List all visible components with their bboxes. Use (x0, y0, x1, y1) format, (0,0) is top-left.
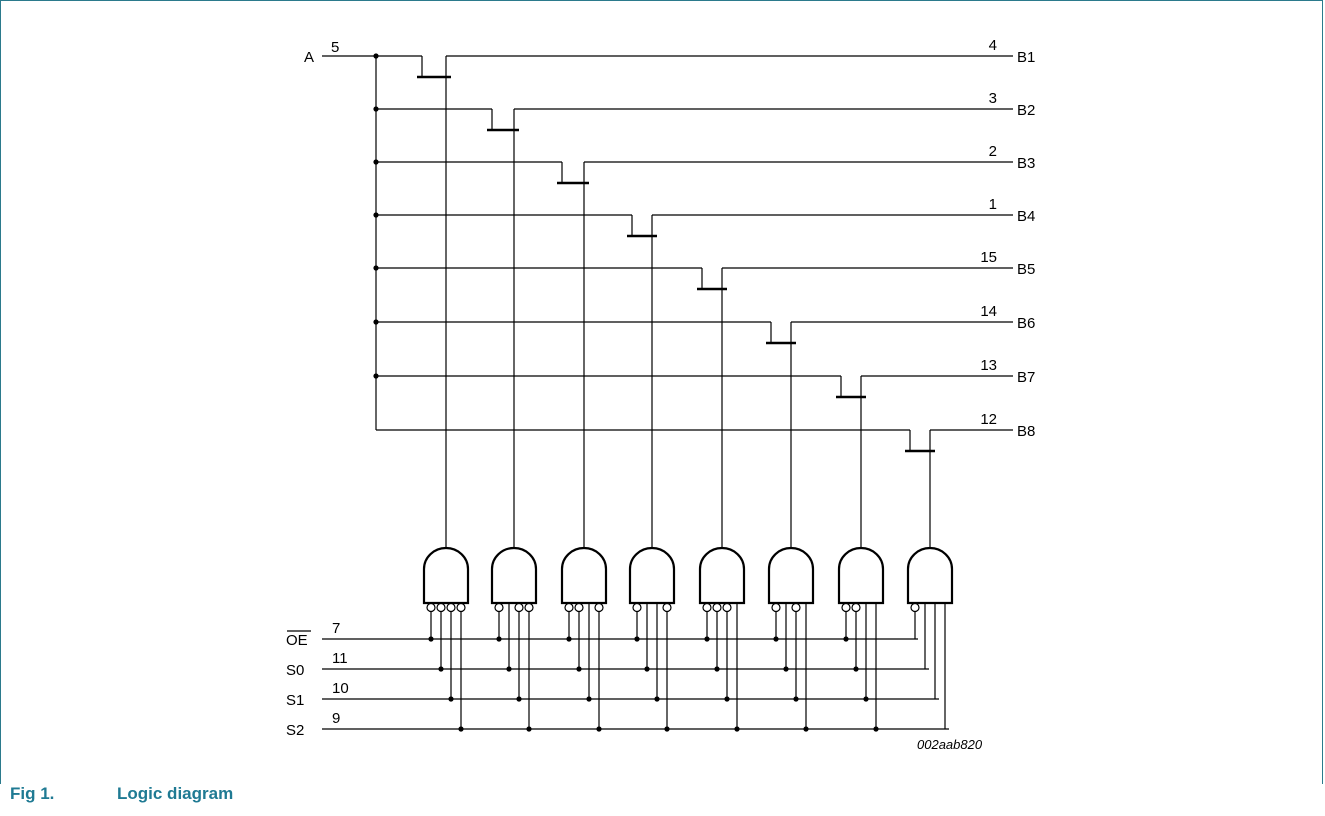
input-a-label: A (304, 49, 314, 66)
control-junction-5-4 (734, 726, 740, 732)
inversion-bubble-5-2 (712, 602, 722, 613)
output-label-b1: B1 (1017, 49, 1035, 66)
bus-junction-3 (373, 159, 379, 165)
and-gate-3 (560, 546, 608, 605)
output-pin-b8: 12 (980, 411, 997, 428)
inversion-bubble-3-1 (564, 602, 574, 613)
output-pin-b6: 14 (980, 303, 997, 320)
control-pin-oe: 7 (332, 620, 340, 637)
output-label-b4: B4 (1017, 208, 1035, 225)
and-gate-8 (906, 546, 954, 605)
control-junction-4-3 (654, 696, 660, 702)
control-junction-2-4 (526, 726, 532, 732)
inversion-bubble-7-1 (841, 602, 851, 613)
and-gate-2 (490, 546, 538, 605)
control-junction-4-2 (644, 666, 650, 672)
control-junction-1-3 (448, 696, 454, 702)
and-gate-7 (837, 546, 885, 605)
figure-title: Logic diagram (117, 784, 234, 803)
inversion-bubble-1-2 (436, 602, 446, 613)
inversion-bubble-4-1 (632, 602, 642, 613)
output-label-b3: B3 (1017, 155, 1035, 172)
inversion-bubble-1-3 (446, 602, 456, 613)
control-junction-1-2 (438, 666, 444, 672)
inversion-bubble-2-1 (494, 602, 504, 613)
control-label-oe: OE (286, 632, 308, 649)
control-junction-7-4 (873, 726, 879, 732)
control-junction-3-3 (586, 696, 592, 702)
inversion-bubble-7-2 (851, 602, 861, 613)
logic-diagram: B1 4 B2 3 B3 2 B4 1 B5 15 B6 14 B7 13 B8 12 OE 7 S0 11 S1 10 S… (286, 37, 1035, 752)
inversion-bubble-2-3 (514, 602, 524, 613)
output-pin-b5: 15 (980, 249, 997, 266)
control-pin-s1: 10 (332, 680, 349, 697)
bus-junction-1 (373, 53, 379, 59)
bus-junction-5 (373, 265, 379, 271)
bus-junction-7 (373, 373, 379, 379)
output-label-b5: B5 (1017, 261, 1035, 278)
control-junction-4-1 (634, 636, 640, 642)
control-junction-1-1 (428, 636, 434, 642)
inversion-bubble-6-3 (791, 602, 801, 613)
output-label-b2: B2 (1017, 102, 1035, 119)
wires (322, 53, 1013, 732)
diagram-code: 002aab820 (917, 737, 983, 752)
inversion-bubble-3-4 (594, 602, 604, 613)
control-label-s2: S2 (286, 722, 304, 739)
control-junction-7-1 (843, 636, 849, 642)
switches (417, 75, 935, 453)
output-pin-b1: 4 (989, 37, 997, 54)
control-label-s1: S1 (286, 692, 304, 709)
and-gate-1 (422, 546, 470, 605)
inversion-bubble-2-4 (524, 602, 534, 613)
output-label-b6: B6 (1017, 315, 1035, 332)
control-pin-s2: 9 (332, 710, 340, 727)
labels: B1 4 B2 3 B3 2 B4 1 B5 15 B6 14 B7 13 B8 12 OE 7 S0 11 S1 10 S… (286, 37, 1035, 739)
inversion-bubble-5-3 (722, 602, 732, 613)
control-junction-4-4 (664, 726, 670, 732)
output-label-b7: B7 (1017, 369, 1035, 386)
inversion-bubble-1-1 (426, 602, 436, 613)
control-junction-3-2 (576, 666, 582, 672)
control-junction-3-1 (566, 636, 572, 642)
control-junction-2-2 (506, 666, 512, 672)
control-junction-1-4 (458, 726, 464, 732)
output-pin-b4: 1 (989, 196, 997, 213)
control-junction-5-1 (704, 636, 710, 642)
control-junction-6-2 (783, 666, 789, 672)
inversion-bubble-4-4 (662, 602, 672, 613)
and-gate-4 (628, 546, 676, 605)
inversion-bubble-3-2 (574, 602, 584, 613)
control-junction-7-3 (863, 696, 869, 702)
control-label-s0: S0 (286, 662, 304, 679)
bus-junction-6 (373, 319, 379, 325)
control-junction-5-2 (714, 666, 720, 672)
figure-frame (0, 0, 1323, 784)
and-gates (422, 546, 954, 613)
bus-junction-4 (373, 212, 379, 218)
inversion-bubble-8-1 (910, 602, 920, 613)
control-junction-6-1 (773, 636, 779, 642)
control-junction-3-4 (596, 726, 602, 732)
control-junction-7-2 (853, 666, 859, 672)
control-junction-6-3 (793, 696, 799, 702)
bus-junction-2 (373, 106, 379, 112)
control-junction-2-3 (516, 696, 522, 702)
figure-number: Fig 1. (10, 784, 55, 803)
control-pin-s0: 11 (332, 650, 348, 667)
inversion-bubble-5-1 (702, 602, 712, 613)
output-label-b8: B8 (1017, 423, 1035, 440)
output-pin-b7: 13 (980, 357, 997, 374)
control-junction-6-4 (803, 726, 809, 732)
figure-caption: Fig 1. Logic diagram (10, 784, 233, 804)
and-gate-5 (698, 546, 746, 605)
inversion-bubble-1-4 (456, 602, 466, 613)
output-pin-b3: 2 (989, 143, 997, 160)
input-a-pin: 5 (331, 39, 339, 56)
inversion-bubble-6-1 (771, 602, 781, 613)
and-gate-6 (767, 546, 815, 605)
control-junction-2-1 (496, 636, 502, 642)
control-junction-5-3 (724, 696, 730, 702)
output-pin-b2: 3 (989, 90, 997, 107)
